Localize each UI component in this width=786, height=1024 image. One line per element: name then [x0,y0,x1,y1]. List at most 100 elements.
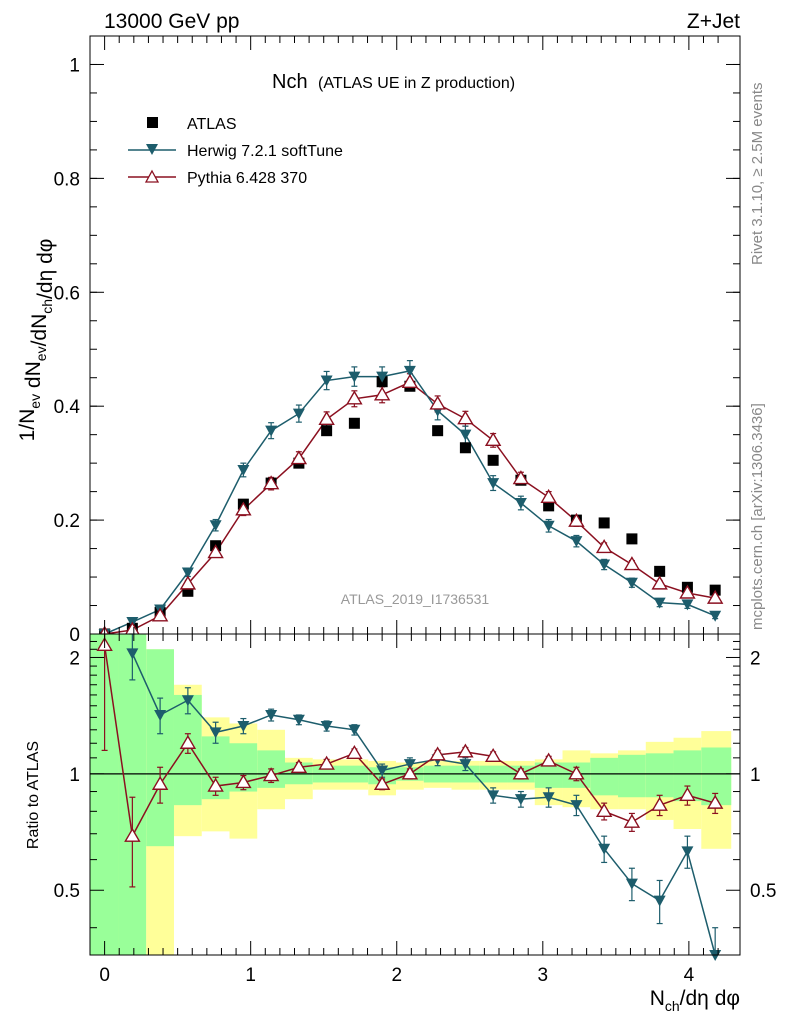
herwig-ratio-point [237,720,250,732]
pythia-ratio-point [623,813,641,828]
herwig-ratio-point [653,895,666,907]
pythia-point [262,475,280,490]
atlas-point [487,454,499,466]
x-label-part: N [650,987,665,1010]
pythia-ratio-point [124,827,141,842]
herwig-ratio-point [376,765,389,777]
pythia-point [429,395,446,410]
herwig-ratio-point [542,792,555,804]
upper-y-tick-label: 0.2 [54,511,80,532]
upper-y-tick-label: 0.6 [54,283,80,304]
herwig-ratio-point [487,790,500,802]
lower-y-tick-label: 1 [69,765,80,786]
x-tick-label: 2 [391,965,402,986]
green-band-bin [618,754,646,798]
pythia-ratio-point [235,774,252,789]
herwig-ratio-point [625,878,638,890]
pythia-ratio-point [179,734,197,749]
upper-y-label-subscript: ev [33,346,49,361]
pythia-point [401,373,419,388]
upper-y-label-part: /dη dφ [34,239,57,299]
herwig-point [681,599,694,611]
herwig-point [320,375,333,387]
legend: ATLAS Herwig 7.2.1 softTune Pythia 6.428… [128,116,343,187]
pythia-ratio-point [429,746,446,761]
legend-herwig-marker [146,144,158,155]
x-axis-label: Nch/dη dφ [650,987,740,1014]
upper-y-label-subscript: ev [27,394,43,409]
herwig-point [487,478,500,490]
lower-axis-ticks: 0.5 0.5 1 1 2 2 0 1 2 3 4 [54,634,776,986]
x-label-part: /dη dφ [680,987,740,1010]
herwig-ratio-point [459,759,472,771]
pythia-point [679,584,696,599]
legend-atlas-label: ATLAS [187,116,237,133]
green-band-bin [590,757,619,796]
upper-y-label-part: /dN [28,314,51,347]
x-tick-label: 3 [538,965,549,986]
pythia-point [346,390,363,405]
atlas-point [626,533,638,545]
pythia-point [179,575,197,590]
atlas-point [654,565,666,577]
atlas-point [598,517,610,529]
herwig-point [265,425,278,437]
upper-y-tick-label: 0.8 [54,169,80,190]
herwig-point [598,559,611,571]
pythia-point [540,488,557,504]
herwig-point [542,520,555,532]
herwig-ratio-point [154,709,167,721]
green-band-bin [534,762,563,788]
herwig-ratio-point [514,794,527,806]
herwig-point [709,610,722,622]
rivet-version-label: Rivet 3.1.10, ≥ 2.5M events [749,83,766,266]
legend-pythia-label: Pythia 6.428 370 [187,170,307,187]
pythia-ratio-point [512,765,530,780]
herwig-point [570,536,583,548]
atlas-point [348,417,360,429]
pythia-ratio-point [457,743,474,758]
herwig-ratio-point [598,843,611,855]
herwig-point [292,408,305,420]
pythia-point [706,589,724,604]
herwig-point [403,365,416,377]
legend-pythia-marker [144,169,160,183]
green-band-bin [701,747,732,806]
x-tick-label: 1 [245,965,256,986]
legend-herwig-label: Herwig 7.2.1 softTune [187,143,343,160]
pythia-point [568,512,585,527]
pythia-ratio-point [318,755,335,770]
x-tick-label: 0 [99,965,110,986]
atlas-point [321,425,333,437]
pythia-point [484,431,502,447]
pythia-point [207,544,224,559]
herwig-ratio-curve [131,653,716,956]
herwig-ratio-point [209,727,222,739]
herwig-point [348,371,361,383]
pythia-ratio-point [401,765,419,780]
pythia-ratio-point [346,744,363,760]
pythia-ratio-point [595,802,613,818]
pythia-ratio-point [679,786,696,802]
pythia-ratio-point [373,775,391,790]
green-band-bin [146,649,174,847]
herwig-point [514,498,527,510]
lower-y-tick-label-right: 1 [750,765,761,786]
upper-y-label-part: 1/N [16,409,39,442]
pythia-point [373,386,391,401]
atlas-point [543,500,555,512]
x-tick-label: 4 [684,965,695,986]
upper-y-axis-label: 1/Nev dNev/dNch/dη dφ [16,239,57,442]
herwig-point [376,371,389,383]
pythia-point [595,539,613,554]
herwig-ratio-point [320,720,333,732]
pythia-ratio-point [651,796,668,811]
pythia-ratio-point [484,747,502,763]
pythia-point [512,470,530,485]
x-label-subscript: ch [665,998,680,1014]
pythia-ratio-point [706,794,724,809]
upper-title-main: Nch [272,71,308,93]
green-band-bin [645,753,674,798]
pythia-ratio-point [262,767,280,782]
